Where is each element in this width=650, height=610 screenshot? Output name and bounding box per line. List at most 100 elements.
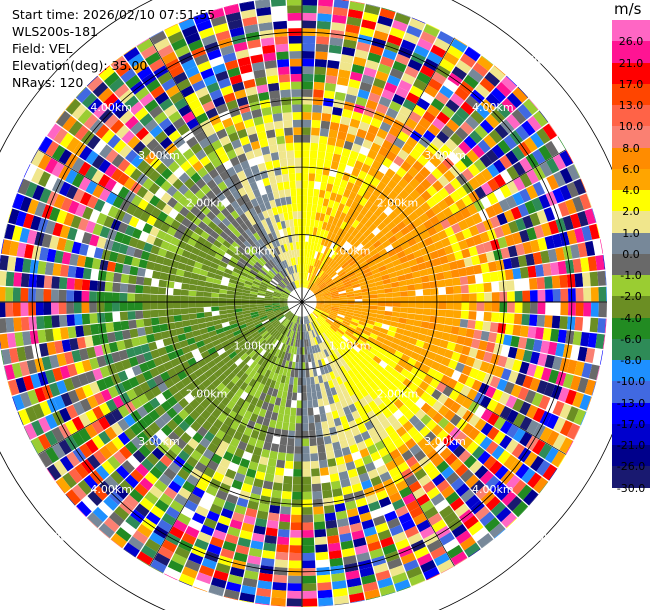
velocity-gate <box>256 365 265 375</box>
velocity-gate <box>214 252 224 261</box>
velocity-gate <box>389 342 399 350</box>
velocity-gate <box>334 319 343 325</box>
velocity-gate <box>410 264 420 273</box>
velocity-gate <box>531 197 544 212</box>
velocity-gate <box>323 305 332 309</box>
velocity-gate <box>5 287 14 302</box>
velocity-gate <box>354 307 363 312</box>
velocity-gate <box>150 294 158 302</box>
velocity-gate <box>345 93 357 104</box>
velocity-gate <box>302 590 317 599</box>
velocity-gate <box>322 274 329 281</box>
velocity-gate <box>407 290 416 297</box>
velocity-gate <box>425 173 438 185</box>
velocity-gate <box>351 167 361 178</box>
velocity-gate <box>445 491 460 505</box>
velocity-gate <box>332 487 343 498</box>
velocity-gate <box>142 293 151 302</box>
velocity-gate <box>277 283 285 289</box>
velocity-gate <box>314 320 320 328</box>
velocity-gate <box>448 261 458 271</box>
velocity-gate <box>190 272 200 280</box>
velocity-gate <box>166 280 175 289</box>
velocity-gate <box>292 491 302 500</box>
velocity-gate <box>529 351 540 365</box>
velocity-gate <box>479 119 494 134</box>
velocity-gate <box>339 304 348 307</box>
velocity-gate <box>483 311 492 322</box>
velocity-gate <box>316 228 322 237</box>
velocity-gate <box>302 583 317 592</box>
velocity-gate <box>489 375 501 389</box>
velocity-gate <box>337 131 347 141</box>
velocity-gate <box>32 184 45 201</box>
velocity-gate <box>443 51 459 66</box>
velocity-gate <box>259 392 267 402</box>
velocity-gate <box>408 111 422 124</box>
velocity-gate <box>280 97 292 106</box>
velocity-gate <box>270 411 279 421</box>
velocity-gate <box>127 302 136 311</box>
velocity-gate <box>245 262 254 269</box>
velocity-gate <box>230 394 240 404</box>
velocity-gate <box>335 510 348 520</box>
velocity-gate <box>446 302 454 310</box>
velocity-gate <box>410 366 421 377</box>
velocity-gate <box>264 534 277 545</box>
velocity-gate <box>340 249 348 258</box>
velocity-gate <box>362 228 372 238</box>
velocity-gate <box>405 154 417 166</box>
velocity-gate <box>359 336 368 344</box>
velocity-gate <box>384 230 394 240</box>
velocity-gate <box>279 326 286 334</box>
velocity-gate <box>499 291 508 302</box>
velocity-gate <box>420 414 432 426</box>
velocity-gate <box>385 334 394 342</box>
velocity-gate <box>302 165 309 174</box>
velocity-gate <box>371 268 380 275</box>
velocity-gate <box>467 68 484 83</box>
velocity-gate <box>519 325 529 338</box>
velocity-gate <box>438 405 450 417</box>
velocity-gate <box>316 296 324 299</box>
velocity-gate <box>182 480 196 493</box>
velocity-gate <box>282 483 293 492</box>
velocity-gate <box>74 125 89 141</box>
velocity-gate <box>267 314 276 319</box>
velocity-gate <box>414 387 425 398</box>
velocity-gate <box>368 223 377 233</box>
velocity-gate <box>111 292 120 302</box>
velocity-gate <box>71 241 82 255</box>
velocity-gate <box>55 110 66 123</box>
velocity-gate <box>249 306 258 311</box>
velocity-gate <box>131 397 143 410</box>
velocity-gate <box>340 346 348 355</box>
velocity-gate <box>417 437 429 450</box>
velocity-gate <box>234 311 243 317</box>
velocity-gate <box>148 409 160 422</box>
velocity-gate <box>277 528 290 538</box>
velocity-gate <box>226 427 237 438</box>
velocity-gate <box>437 417 450 429</box>
velocity-gate <box>318 604 334 607</box>
velocity-gate <box>114 485 129 500</box>
velocity-gate <box>169 500 184 513</box>
velocity-gate <box>296 316 299 324</box>
velocity-gate <box>297 324 300 332</box>
velocity-gate <box>289 43 302 52</box>
velocity-gate <box>378 332 387 339</box>
velocity-gate <box>455 59 472 74</box>
velocity-gate <box>506 280 515 291</box>
velocity-gate <box>260 317 269 323</box>
velocity-gate <box>337 162 347 172</box>
velocity-gate <box>165 302 174 309</box>
velocity-gate <box>348 403 357 413</box>
velocity-gate <box>359 26 375 38</box>
velocity-gate <box>273 474 284 484</box>
velocity-gate <box>178 397 189 409</box>
velocity-gate <box>495 333 505 345</box>
velocity-gate <box>14 332 24 347</box>
velocity-gate <box>59 455 74 472</box>
velocity-gate <box>55 481 66 494</box>
velocity-gate <box>174 246 185 256</box>
